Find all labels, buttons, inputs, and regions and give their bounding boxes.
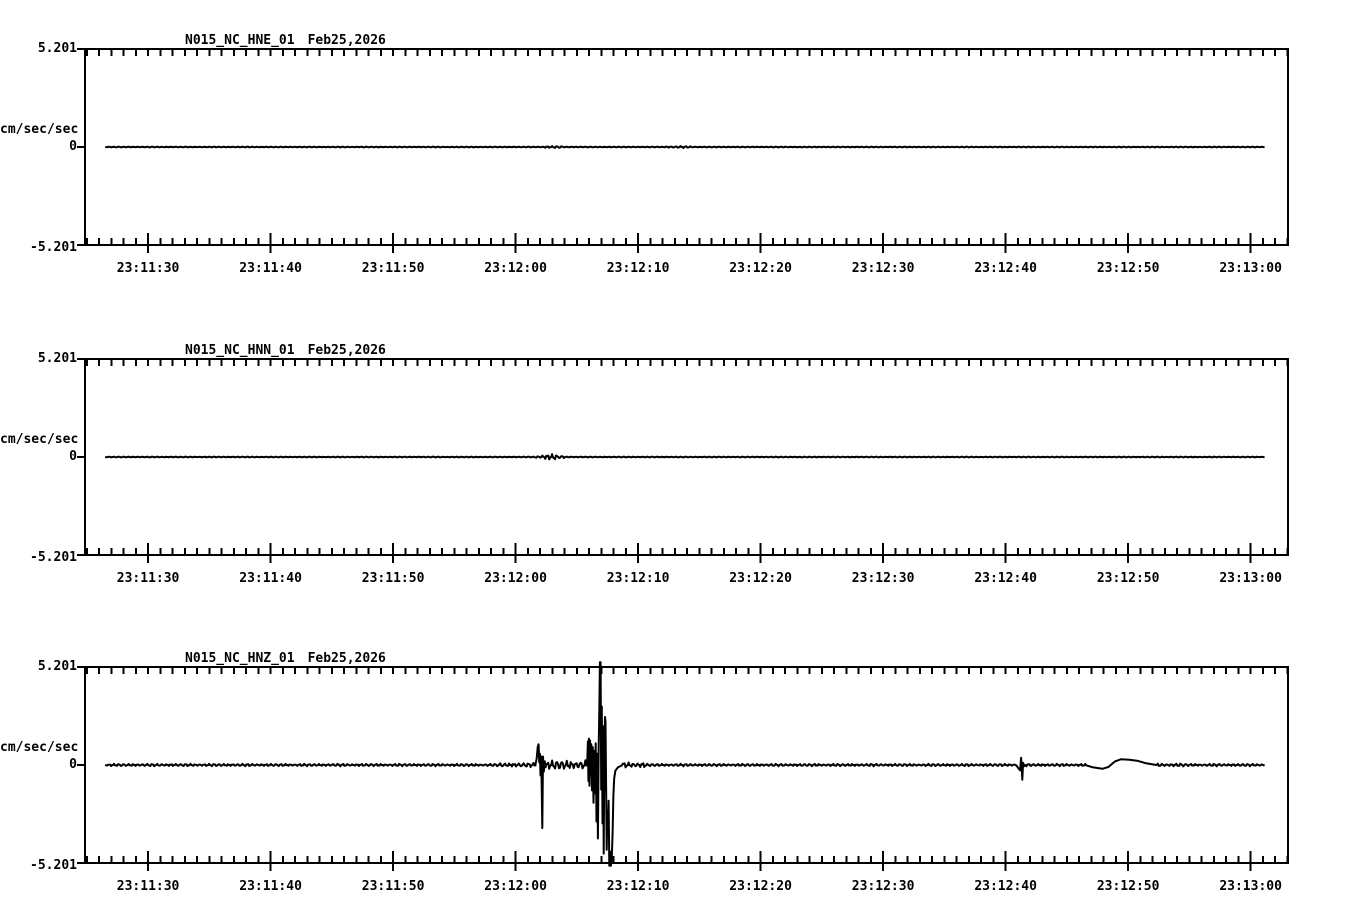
ytick-label-min: -5.201 [30, 240, 77, 255]
x-tick-label: 23:12:10 [606, 261, 670, 276]
x-tick-label: 23:12:40 [974, 879, 1037, 894]
x-tick-label: 23:12:10 [606, 571, 670, 586]
x-tick-label: 23:12:20 [729, 261, 792, 276]
y-axis-units: cm/sec/sec [0, 432, 79, 447]
x-tick-label: 23:13:00 [1219, 571, 1282, 586]
ytick-label-zero: 0 [69, 757, 77, 772]
x-tick-label: 23:11:40 [239, 261, 302, 276]
y-axis-units: cm/sec/sec [0, 122, 79, 137]
x-tick-label: 23:12:50 [1096, 879, 1160, 894]
x-tick-label: 23:12:40 [974, 571, 1037, 586]
x-tick-label: 23:12:00 [484, 261, 547, 276]
ytick-label-min: -5.201 [30, 550, 77, 565]
panel-title-hnz: N015_NC_HNZ_01 Feb25,2026 [185, 652, 386, 665]
date-label: Feb25,2026 [307, 343, 386, 358]
date-label: Feb25,2026 [307, 651, 386, 666]
panel-title-hnn: N015_NC_HNN_01 Feb25,2026 [185, 344, 386, 357]
x-tick-label: 23:11:30 [116, 571, 180, 586]
panel-title-hne: N015_NC_HNE_01 Feb25,2026 [185, 34, 386, 47]
channel-id: N015_NC_HNN_01 [185, 343, 295, 358]
date-label: Feb25,2026 [307, 33, 386, 48]
channel-id: N015_NC_HNZ_01 [185, 651, 295, 666]
x-tick-label: 23:11:50 [361, 571, 425, 586]
ytick-label-zero: 0 [69, 449, 77, 464]
x-tick-label: 23:12:00 [484, 571, 547, 586]
y-axis-units: cm/sec/sec [0, 740, 79, 755]
x-tick-label: 23:12:30 [851, 261, 915, 276]
x-tick-label: 23:11:30 [116, 261, 180, 276]
x-tick-label: 23:12:20 [729, 879, 792, 894]
x-tick-label: 23:11:50 [361, 261, 425, 276]
x-tick-label: 23:12:50 [1096, 261, 1160, 276]
x-tick-label: 23:11:50 [361, 879, 425, 894]
ytick-label-max: 5.201 [37, 41, 77, 56]
waveform-trace-N015_NC_HNN_01 [105, 453, 1265, 461]
x-tick-label: 23:11:40 [239, 571, 302, 586]
x-tick-label: 23:13:00 [1219, 879, 1282, 894]
ytick-label-min: -5.201 [30, 858, 77, 873]
waveform-trace-N015_NC_HNZ_01 [104, 661, 1266, 867]
x-tick-label: 23:11:40 [239, 879, 302, 894]
x-tick-label: 23:12:50 [1096, 571, 1160, 586]
x-tick-label: 23:12:20 [729, 571, 792, 586]
ytick-label-zero: 0 [69, 139, 77, 154]
x-tick-label: 23:12:10 [606, 879, 670, 894]
ytick-label-max: 5.201 [37, 351, 77, 366]
x-tick-label: 23:12:30 [851, 879, 915, 894]
channel-id: N015_NC_HNE_01 [185, 33, 295, 48]
x-tick-label: 23:11:30 [116, 879, 180, 894]
waveform-trace-N015_NC_HNE_01 [105, 145, 1265, 149]
x-tick-label: 23:12:40 [974, 261, 1037, 276]
panel-axes-0 [77, 48, 1289, 253]
ytick-label-max: 5.201 [37, 659, 77, 674]
panel-axes-2 [77, 666, 1289, 871]
x-tick-label: 23:12:30 [851, 571, 915, 586]
x-tick-label: 23:12:00 [484, 879, 547, 894]
panel-axes-1 [77, 358, 1289, 563]
x-tick-label: 23:13:00 [1219, 261, 1282, 276]
